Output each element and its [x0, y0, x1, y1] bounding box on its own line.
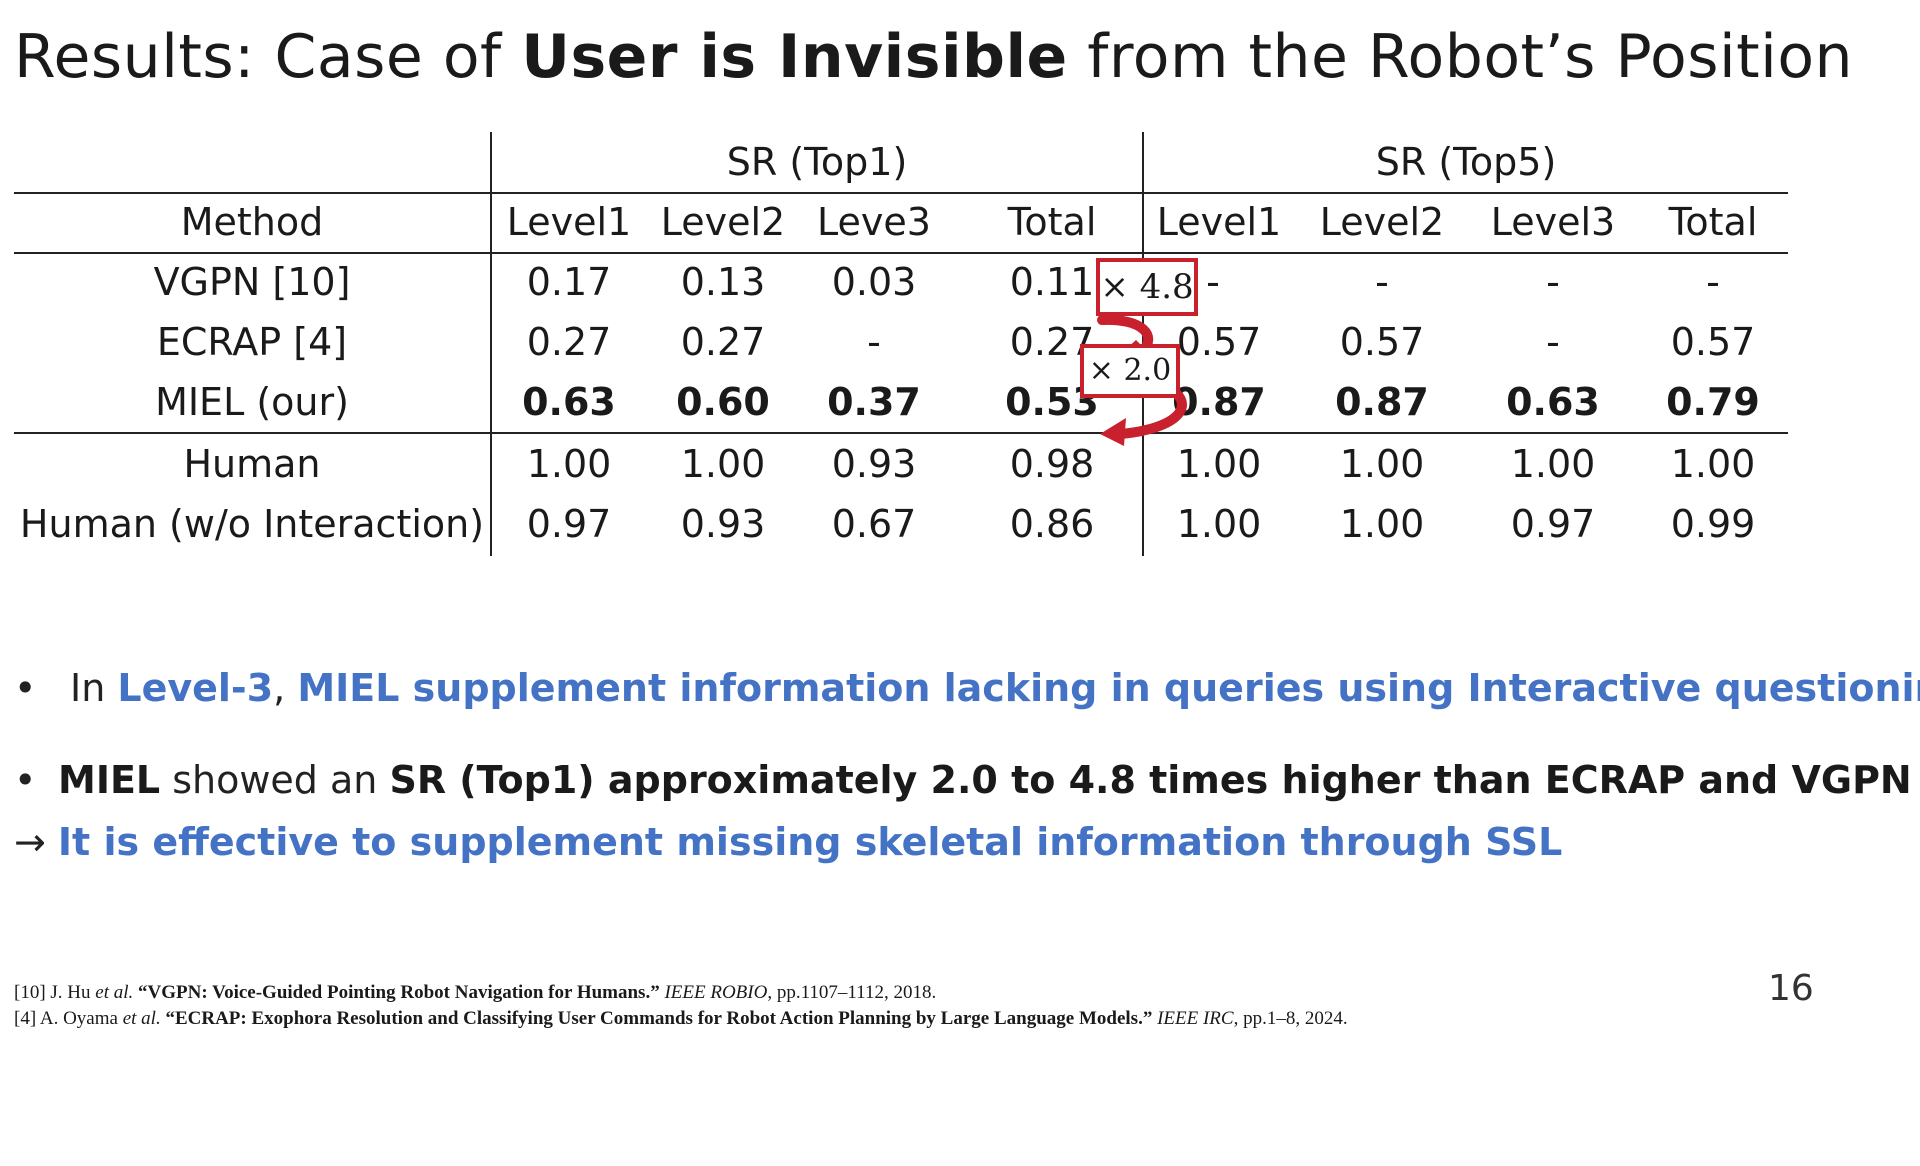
row-vgpn-top5-total: - — [1706, 260, 1720, 304]
bullet-sr-comparison: • MIEL showed an SR (Top1) approximately … — [14, 758, 1912, 802]
reference-vgpn-title: “VGPN: Voice-Guided Pointing Robot Navig… — [133, 982, 660, 1003]
row-vgpn-top1-level2: 0.13 — [680, 260, 766, 304]
row-human-no-interaction-top1-level2: 0.93 — [680, 502, 766, 546]
column-header-top1-level3: Leve3 — [817, 200, 931, 244]
row-human-no-interaction-top5-level3: 0.97 — [1510, 502, 1596, 546]
row-vgpn-top5-level2: - — [1375, 260, 1389, 304]
row-miel-method: MIEL (our) — [155, 380, 349, 424]
row-human-no-interaction-top5-level2: 1.00 — [1339, 502, 1425, 546]
group-header-top5: SR (Top5) — [1375, 140, 1557, 184]
bullet-level3-pre: In — [70, 666, 118, 710]
row-vgpn-top1-total: 0.11 — [1009, 260, 1095, 304]
reference-ecrap: [4] A. Oyama et al. “ECRAP: Exophora Res… — [14, 1008, 1348, 1030]
row-miel-top1-level2: 0.60 — [676, 380, 770, 424]
title-suffix: from the Robot’s Position — [1067, 22, 1854, 92]
reference-ecrap-details: , pp.1–8, 2024. — [1233, 1008, 1348, 1029]
rule-below-column-header — [14, 252, 1788, 254]
bullet-sr-miel: MIEL — [58, 758, 161, 802]
callout-ratio-4-8-text: × 4.8 — [1100, 267, 1194, 307]
reference-vgpn-details: , pp.1107–1112, 2018. — [767, 982, 937, 1003]
row-human-top1-level1: 1.00 — [526, 442, 612, 486]
row-ecrap-top5-level3: - — [1546, 320, 1560, 364]
column-header-top5-level3: Level3 — [1490, 200, 1616, 244]
conclusion-arrow: → — [14, 820, 58, 864]
callout-ratio-2-0-text: × 2.0 — [1088, 353, 1172, 388]
reference-ecrap-venue: IEEE IRC — [1152, 1008, 1234, 1029]
callout-ratio-4-8: × 4.8 — [1096, 258, 1198, 316]
row-human-top5-level1: 1.00 — [1176, 442, 1262, 486]
rule-below-group-header — [14, 192, 1788, 194]
row-vgpn-top1-level1: 0.17 — [526, 260, 612, 304]
row-miel-top1-level3: 0.37 — [827, 380, 921, 424]
arrow-2-0-head — [1100, 418, 1126, 446]
callout-ratio-2-0: × 2.0 — [1080, 344, 1180, 398]
conclusion-line: → It is effective to supplement missing … — [14, 820, 1562, 864]
column-header-top5-total: Total — [1668, 200, 1758, 244]
row-human-no-interaction-top5-total: 0.99 — [1670, 502, 1756, 546]
bullet-sr-mid: showed an — [160, 758, 390, 802]
reference-ecrap-author: [4] A. Oyama — [14, 1008, 123, 1029]
row-human-top5-level2: 1.00 — [1339, 442, 1425, 486]
row-ecrap-top1-level3: - — [867, 320, 881, 364]
row-human-top1-total: 0.98 — [1009, 442, 1095, 486]
row-vgpn-top5-level1: - — [1206, 260, 1220, 304]
reference-vgpn-author: [10] J. Hu — [14, 982, 96, 1003]
column-header-top1-level1: Level1 — [506, 200, 632, 244]
bullet-level3-comma: , — [273, 666, 298, 710]
bullet-level3-level: Level-3 — [117, 666, 274, 710]
column-header-method: Method — [180, 200, 324, 244]
bullet-dot: • — [14, 758, 37, 802]
row-vgpn-top1-level3: 0.03 — [831, 260, 917, 304]
column-header-top5-level1: Level1 — [1156, 200, 1282, 244]
row-human-no-interaction-top1-level3: 0.67 — [831, 502, 917, 546]
row-miel-top5-level1: 0.87 — [1172, 380, 1266, 424]
bullet-dot: • — [14, 666, 37, 710]
row-miel-top5-level3: 0.63 — [1506, 380, 1600, 424]
row-human-no-interaction-top1-level1: 0.97 — [526, 502, 612, 546]
row-human-top5-level3: 1.00 — [1510, 442, 1596, 486]
row-ecrap-top5-level2: 0.57 — [1339, 320, 1425, 364]
reference-vgpn-venue: IEEE ROBIO — [659, 982, 768, 1003]
reference-ecrap-etal: et al. — [122, 1008, 161, 1029]
rule-below-methods — [14, 432, 1788, 434]
page-number: 16 — [1768, 968, 1814, 1009]
row-human-top1-level3: 0.93 — [831, 442, 917, 486]
title-emphasis: User is Invisible — [521, 22, 1068, 92]
bullet-level3-rest: MIEL supplement information lacking in q… — [297, 666, 1920, 710]
row-vgpn-top5-level3: - — [1546, 260, 1560, 304]
reference-vgpn-etal: et al. — [95, 982, 134, 1003]
row-miel-top5-total: 0.79 — [1666, 380, 1760, 424]
row-human-no-interaction-top1-total: 0.86 — [1009, 502, 1095, 546]
bullet-level3: • In Level-3, MIEL supplement information… — [14, 666, 1920, 710]
row-human-no-interaction-top5-level1: 1.00 — [1176, 502, 1262, 546]
row-ecrap-top1-level1: 0.27 — [526, 320, 612, 364]
row-ecrap-top1-level2: 0.27 — [680, 320, 766, 364]
column-header-top5-level2: Level2 — [1319, 200, 1445, 244]
row-miel-top1-level1: 0.63 — [522, 380, 616, 424]
reference-ecrap-title: “ECRAP: Exophora Resolution and Classify… — [160, 1008, 1153, 1029]
row-miel-top5-level2: 0.87 — [1335, 380, 1429, 424]
group-header-top1: SR (Top1) — [726, 140, 908, 184]
rule-method-separator — [490, 132, 492, 556]
bullet-sr-rest: SR (Top1) approximately 2.0 to 4.8 times… — [389, 758, 1912, 802]
reference-vgpn: [10] J. Hu et al. “VGPN: Voice-Guided Po… — [14, 982, 936, 1004]
row-ecrap-top5-level1: 0.57 — [1176, 320, 1262, 364]
row-human-method: Human — [183, 442, 321, 486]
column-header-top1-level2: Level2 — [660, 200, 786, 244]
results-table: SR (Top1) SR (Top5) Method Level1 Level2… — [14, 132, 1788, 556]
slide-title: Results: Case of User is Invisible from … — [14, 22, 1853, 92]
conclusion-text: It is effective to supplement missing sk… — [57, 820, 1563, 864]
row-ecrap-top5-total: 0.57 — [1670, 320, 1756, 364]
row-human-top1-level2: 1.00 — [680, 442, 766, 486]
row-vgpn-method: VGPN [10] — [153, 260, 351, 304]
row-human-no-interaction-method: Human (w/o Interaction) — [19, 502, 485, 546]
row-ecrap-method: ECRAP [4] — [156, 320, 348, 364]
row-human-top5-total: 1.00 — [1670, 442, 1756, 486]
title-prefix: Results: Case of — [14, 22, 522, 92]
column-header-top1-total: Total — [1007, 200, 1097, 244]
